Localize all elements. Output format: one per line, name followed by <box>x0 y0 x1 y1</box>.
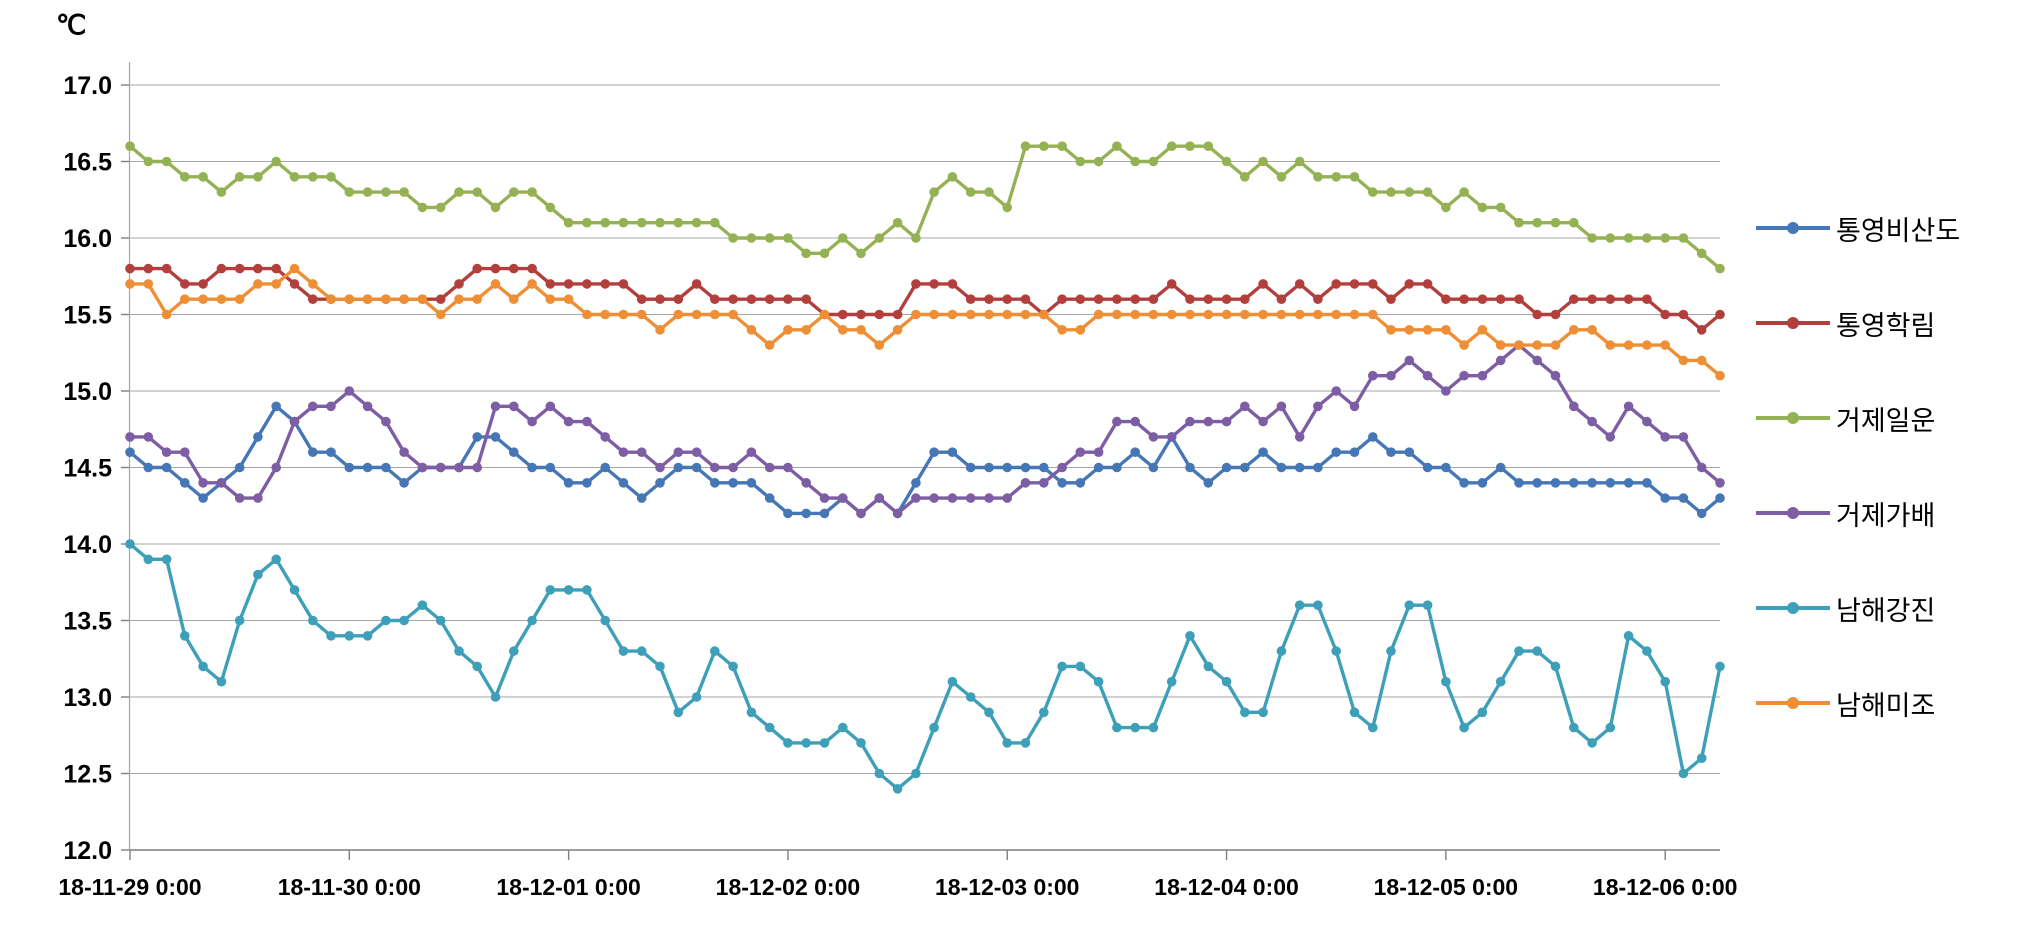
legend-marker-icon <box>1756 211 1830 245</box>
legend-item-통영학림[interactable]: 통영학림 <box>1756 306 1936 341</box>
svg-text:17.0: 17.0 <box>63 72 112 100</box>
svg-text:15.5: 15.5 <box>63 302 112 330</box>
legend-item-통영비산도[interactable]: 통영비산도 <box>1756 211 1961 246</box>
svg-text:15.0: 15.0 <box>63 378 112 406</box>
legend-item-남해미조[interactable]: 남해미조 <box>1756 686 1936 721</box>
svg-text:12.5: 12.5 <box>63 761 112 789</box>
series-남해미조 <box>125 263 1725 381</box>
series-거제일운 <box>125 141 1725 274</box>
series-남해강진 <box>125 539 1725 794</box>
svg-text:18-12-06 0:00: 18-12-06 0:00 <box>1593 874 1738 900</box>
svg-text:13.0: 13.0 <box>63 684 112 712</box>
legend-item-남해강진[interactable]: 남해강진 <box>1756 591 1936 626</box>
legend-marker-icon <box>1756 591 1830 625</box>
legend-marker-icon <box>1756 686 1830 720</box>
x-axis-tick-labels: 18-11-29 0:00 18-11-30 0:00 18-12-01 0:00 1… <box>58 850 1737 900</box>
y-axis-unit-label: ℃ <box>56 10 87 40</box>
legend-item-거제일운[interactable]: 거제일운 <box>1756 401 1936 436</box>
svg-text:16.5: 16.5 <box>63 149 112 177</box>
gridlines <box>121 84 1720 851</box>
svg-text:18-11-30 0:00: 18-11-30 0:00 <box>278 874 421 900</box>
legend-label: 남해미조 <box>1836 690 1936 721</box>
legend-marker-icon <box>1756 496 1830 530</box>
legend-item-거제가배[interactable]: 거제가배 <box>1756 496 1936 531</box>
svg-text:14.0: 14.0 <box>63 531 112 559</box>
legend-label: 거제일운 <box>1836 405 1936 436</box>
legend-label: 통영비산도 <box>1836 215 1961 246</box>
svg-text:12.0: 12.0 <box>63 837 112 865</box>
y-axis-tick-labels: 12.0 12.5 13.0 13.5 14.0 14.5 15.0 15.5 16.0 16.5… <box>63 72 112 865</box>
svg-text:18-12-05 0:00: 18-12-05 0:00 <box>1374 874 1519 900</box>
svg-text:18-12-01 0:00: 18-12-01 0:00 <box>496 874 641 900</box>
svg-text:18-12-02 0:00: 18-12-02 0:00 <box>716 874 861 900</box>
legend-label: 통영학림 <box>1836 310 1936 341</box>
svg-text:18-12-03 0:00: 18-12-03 0:00 <box>935 874 1080 900</box>
series-통영비산도 <box>125 401 1725 519</box>
legend-label: 거제가배 <box>1836 500 1936 531</box>
svg-text:18-12-04 0:00: 18-12-04 0:00 <box>1154 874 1299 900</box>
svg-text:16.0: 16.0 <box>63 225 112 253</box>
series-거제가배 <box>125 340 1725 519</box>
legend-marker-icon <box>1756 306 1830 340</box>
svg-text:13.5: 13.5 <box>63 608 112 636</box>
svg-text:18-11-29 0:00: 18-11-29 0:00 <box>58 874 201 900</box>
svg-text:14.5: 14.5 <box>63 455 112 483</box>
legend-marker-icon <box>1756 401 1830 435</box>
legend-label: 남해강진 <box>1836 595 1936 626</box>
